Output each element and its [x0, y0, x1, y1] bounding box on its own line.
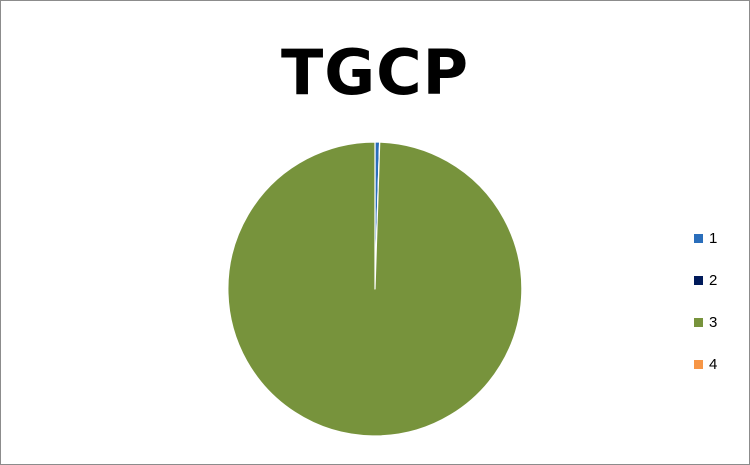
legend-swatch-1	[694, 234, 703, 243]
pie-slice-3	[228, 142, 522, 436]
legend-item-2: 2	[694, 259, 746, 301]
legend-swatch-2	[694, 276, 703, 285]
legend-item-1: 1	[694, 217, 746, 259]
legend-label-2: 2	[709, 272, 717, 289]
legend-item-4: 4	[694, 343, 746, 385]
legend-item-3: 3	[694, 301, 746, 343]
legend-swatch-3	[694, 318, 703, 327]
legend-swatch-4	[694, 360, 703, 369]
legend-label-3: 3	[709, 314, 717, 331]
legend-label-1: 1	[709, 230, 717, 247]
legend: 1 2 3 4	[694, 217, 746, 385]
pie-slices	[228, 142, 522, 436]
legend-label-4: 4	[709, 356, 717, 373]
